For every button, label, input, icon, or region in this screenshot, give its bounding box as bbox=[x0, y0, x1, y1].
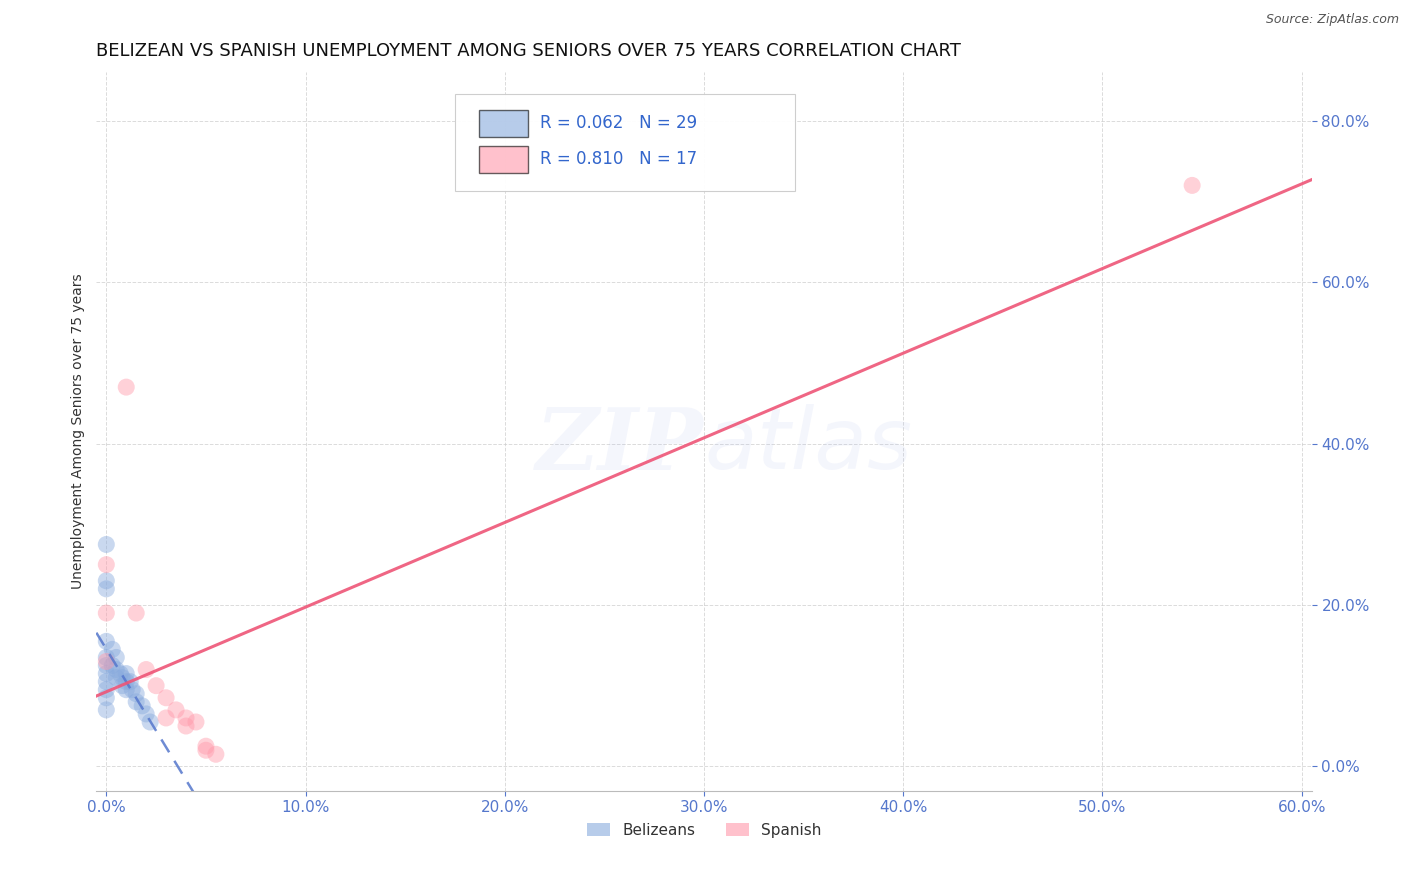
Point bbox=[105, 663, 128, 677]
Point bbox=[135, 663, 157, 677]
Point bbox=[96, 650, 118, 665]
Point bbox=[115, 674, 138, 689]
Point bbox=[184, 714, 207, 729]
Point bbox=[120, 674, 142, 689]
Point bbox=[121, 682, 143, 697]
Point bbox=[131, 698, 153, 713]
Point bbox=[110, 666, 132, 681]
Point bbox=[139, 714, 162, 729]
Point bbox=[174, 719, 197, 733]
Point bbox=[96, 682, 118, 697]
Point bbox=[194, 743, 217, 757]
Point bbox=[174, 711, 197, 725]
Point bbox=[125, 687, 148, 701]
Point bbox=[155, 690, 177, 705]
Point bbox=[96, 655, 118, 669]
Point bbox=[105, 671, 128, 685]
Text: atlas: atlas bbox=[704, 404, 912, 487]
Text: BELIZEAN VS SPANISH UNEMPLOYMENT AMONG SENIORS OVER 75 YEARS CORRELATION CHART: BELIZEAN VS SPANISH UNEMPLOYMENT AMONG S… bbox=[97, 42, 962, 60]
Point bbox=[96, 703, 118, 717]
Point bbox=[155, 711, 177, 725]
FancyBboxPatch shape bbox=[479, 110, 527, 137]
Point bbox=[115, 682, 138, 697]
Point bbox=[115, 666, 138, 681]
Point bbox=[96, 634, 118, 648]
Point bbox=[205, 747, 228, 762]
Text: ZIP: ZIP bbox=[536, 404, 704, 488]
Point bbox=[165, 703, 187, 717]
Text: R = 0.062   N = 29: R = 0.062 N = 29 bbox=[540, 114, 697, 132]
Y-axis label: Unemployment Among Seniors over 75 years: Unemployment Among Seniors over 75 years bbox=[72, 274, 86, 590]
Point bbox=[111, 671, 134, 685]
Point bbox=[111, 679, 134, 693]
FancyBboxPatch shape bbox=[456, 94, 796, 191]
Point bbox=[96, 674, 118, 689]
Point bbox=[96, 582, 118, 596]
Point bbox=[125, 606, 148, 620]
Point bbox=[115, 380, 138, 394]
Point bbox=[194, 739, 217, 754]
Point bbox=[96, 558, 118, 572]
Point bbox=[145, 679, 167, 693]
Point bbox=[135, 706, 157, 721]
Point bbox=[105, 650, 128, 665]
Point bbox=[125, 695, 148, 709]
Point bbox=[96, 690, 118, 705]
Point bbox=[96, 658, 118, 673]
FancyBboxPatch shape bbox=[479, 145, 527, 173]
Legend: Belizeans, Spanish: Belizeans, Spanish bbox=[581, 817, 827, 844]
Text: Source: ZipAtlas.com: Source: ZipAtlas.com bbox=[1265, 13, 1399, 27]
Point bbox=[101, 658, 124, 673]
Point bbox=[96, 537, 118, 551]
Point bbox=[101, 642, 124, 657]
Point bbox=[96, 606, 118, 620]
Text: R = 0.810   N = 17: R = 0.810 N = 17 bbox=[540, 151, 697, 169]
Point bbox=[1181, 178, 1204, 193]
Point bbox=[96, 666, 118, 681]
Point bbox=[96, 574, 118, 588]
